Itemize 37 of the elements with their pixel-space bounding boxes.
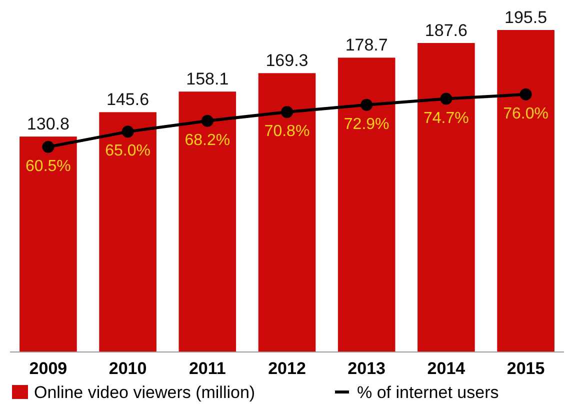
data-label: 65.0% bbox=[105, 142, 150, 160]
point bbox=[201, 114, 214, 127]
data-label: 158.1 bbox=[186, 70, 229, 89]
bar bbox=[178, 92, 236, 352]
point bbox=[122, 126, 134, 138]
data-label: 178.7 bbox=[345, 36, 388, 55]
x-tick-label: 2010 bbox=[108, 359, 147, 378]
x-tick-label: 2009 bbox=[29, 359, 68, 378]
legend-label: % of internet users bbox=[357, 383, 499, 402]
x-tick-label: 2014 bbox=[427, 359, 466, 378]
data-label: 169.3 bbox=[266, 51, 308, 70]
data-label: 145.6 bbox=[106, 90, 150, 110]
data-label: 70.8% bbox=[264, 123, 310, 140]
x-tick-label: 2012 bbox=[268, 359, 306, 378]
bar bbox=[418, 43, 475, 352]
legend-label: Online video viewers (million) bbox=[34, 383, 256, 402]
bar bbox=[338, 58, 396, 352]
data-label: 130.8 bbox=[26, 114, 70, 134]
data-label: 60.5% bbox=[26, 158, 71, 175]
bar bbox=[497, 30, 554, 352]
data-label: 195.5 bbox=[504, 8, 548, 27]
data-label: 72.9% bbox=[344, 116, 390, 133]
point bbox=[42, 140, 54, 153]
data-label: 76.0% bbox=[503, 105, 548, 122]
x-tick-label: 2011 bbox=[188, 359, 226, 378]
point bbox=[281, 106, 293, 118]
data-label: 74.7% bbox=[424, 110, 469, 127]
data-label: 68.2% bbox=[184, 132, 230, 149]
point bbox=[440, 92, 452, 105]
data-label: 187.6 bbox=[424, 21, 468, 40]
bar bbox=[20, 136, 77, 352]
point bbox=[520, 88, 532, 100]
bar bbox=[99, 112, 156, 352]
point bbox=[360, 98, 373, 111]
x-tick-label: 2013 bbox=[348, 359, 386, 378]
bar bbox=[258, 73, 316, 352]
x-tick-label: 2015 bbox=[506, 359, 545, 378]
